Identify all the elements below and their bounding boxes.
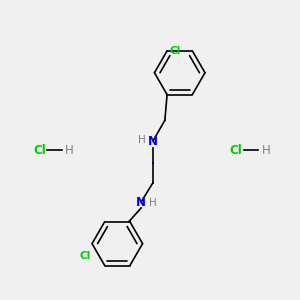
Text: H: H [262,143,270,157]
Text: H: H [138,135,146,145]
Text: H: H [65,143,74,157]
Text: Cl: Cl [33,143,46,157]
Text: N: N [148,135,158,148]
Text: Cl: Cl [169,46,181,56]
Text: N: N [136,196,146,208]
Text: H: H [149,199,157,208]
Text: Cl: Cl [230,143,242,157]
Text: Cl: Cl [79,251,90,261]
